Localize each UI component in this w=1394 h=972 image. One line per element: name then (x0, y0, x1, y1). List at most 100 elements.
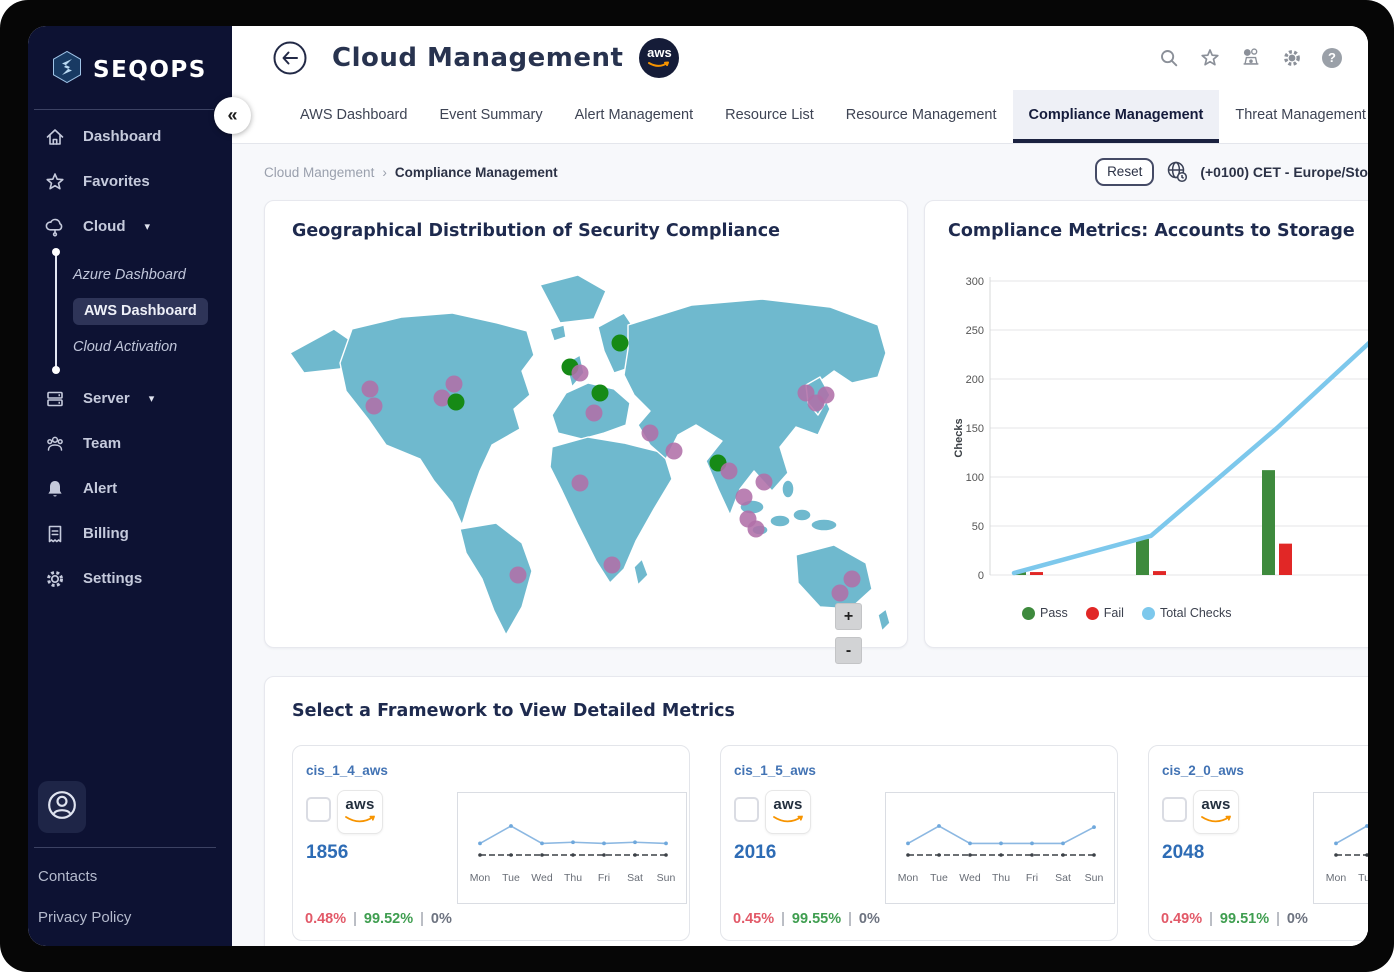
main-area: Cloud Management aws ? AWS Dashboard Eve… (232, 26, 1368, 946)
server-icon (44, 388, 66, 410)
map-dot-plum[interactable] (747, 520, 765, 538)
tab-resource-list[interactable]: Resource List (725, 106, 814, 123)
app-window: SEQOPS Dashboard Favorites Cloud ▾ Azure… (28, 26, 1368, 946)
framework-check-count: 1856 (306, 842, 349, 863)
aws-logo: aws (337, 790, 383, 834)
page-title: Cloud Management (332, 43, 624, 73)
chevron-down-icon: ▾ (148, 393, 155, 405)
framework-card-cis-2-0[interactable]: cis_2_0_aws aws 2048 Mon Tue 0.49%|99.51%… (1148, 745, 1368, 941)
tab-compliance-management[interactable]: Compliance Management (1012, 90, 1220, 143)
map-dot-plum[interactable] (735, 488, 753, 506)
reset-button[interactable]: Reset (1095, 158, 1155, 186)
map-dot-plum[interactable] (831, 584, 849, 602)
sidebar-item-alert[interactable]: Alert (28, 466, 232, 511)
breadcrumb-parent[interactable]: Cloud Mangement (264, 164, 375, 180)
legend-item-pass[interactable]: Pass (1022, 606, 1068, 620)
map-dot-plum[interactable] (843, 570, 861, 588)
pass-bar (1262, 470, 1275, 575)
legend-item-fail[interactable]: Fail (1085, 606, 1124, 620)
map-dot-green[interactable] (611, 334, 629, 352)
favorite-star-icon[interactable] (1199, 47, 1221, 69)
zoom-in-button[interactable]: + (835, 603, 862, 630)
framework-card-cis-1-4[interactable]: cis_1_4_aws aws 1856 Mon Tue Wed Thu Fri Sat S… (292, 745, 690, 941)
frameworks-panel: Select a Framework to View Detailed Metr… (264, 676, 1368, 946)
tab-resource-management[interactable]: Resource Management (845, 106, 997, 123)
sparkline-day-label: Tue (930, 872, 948, 884)
sidebar-item-azure-dashboard[interactable]: Azure Dashboard (73, 267, 186, 283)
map-dot-plum[interactable] (755, 473, 773, 491)
sidebar-item-favorites[interactable]: Favorites (28, 159, 232, 204)
map-dot-plum[interactable] (665, 442, 683, 460)
sidebar-item-cloud[interactable]: Cloud ▾ (28, 204, 232, 249)
framework-name-link[interactable]: cis_1_5_aws (734, 763, 816, 778)
sidebar-divider (34, 109, 214, 110)
geo-distribution-card: Geographical Distribution of Security Co… (264, 200, 908, 664)
map-dot-plum[interactable] (585, 404, 603, 422)
map-dot-green[interactable] (447, 393, 465, 411)
timezone-label[interactable]: (+0100) CET - Europe/Sto (1200, 164, 1368, 180)
cloud-subtree: Azure Dashboard AWS Dashboard Cloud Acti… (52, 248, 232, 374)
brand: SEQOPS (28, 26, 232, 109)
sidebar-item-team[interactable]: Team (28, 421, 232, 466)
map-zoom-controls: + - (835, 603, 862, 664)
sparkline-day-label: Thu (992, 872, 1010, 884)
other-percent: 0% (1286, 911, 1308, 927)
framework-name-link[interactable]: cis_1_4_aws (306, 763, 388, 778)
legend-item-total-checks[interactable]: Total Checks (1141, 606, 1232, 620)
framework-card-cis-1-5[interactable]: cis_1_5_aws aws 2016 Mon Tue Wed Thu Fri Sat S… (720, 745, 1118, 941)
framework-check-count: 2048 (1162, 842, 1205, 863)
seqops-logo-icon (50, 50, 84, 89)
sidebar-collapse-button[interactable]: « (214, 97, 251, 134)
sidebar-item-settings[interactable]: Settings (28, 556, 232, 601)
contacts-link[interactable]: Contacts (38, 868, 98, 885)
map-dot-plum[interactable] (445, 375, 463, 393)
avatar[interactable] (38, 781, 86, 833)
sparkline-day-label: Sun (1085, 872, 1104, 884)
map-dot-plum[interactable] (365, 397, 383, 415)
framework-name-link[interactable]: cis_2_0_aws (1162, 763, 1244, 778)
framework-sparkline: Mon Tue Wed Thu Fri Sat Sun (457, 792, 687, 904)
framework-checkbox[interactable] (306, 797, 331, 822)
map-card-title: Geographical Distribution of Security Co… (292, 221, 781, 241)
map-dot-plum[interactable] (571, 474, 589, 492)
framework-stats: 0.45% | 99.55% | 0% (733, 911, 880, 927)
zoom-out-button[interactable]: - (835, 637, 862, 664)
privacy-policy-link[interactable]: Privacy Policy (38, 909, 132, 926)
map-dot-green[interactable] (591, 384, 609, 402)
sidebar-item-billing[interactable]: Billing (28, 511, 232, 556)
back-button[interactable] (272, 40, 308, 76)
sidebar-item-cloud-activation[interactable]: Cloud Activation (73, 339, 178, 355)
framework-check-count: 2016 (734, 842, 777, 863)
sidebar-item-aws-dashboard[interactable]: AWS Dashboard (65, 293, 232, 329)
map-dot-plum[interactable] (817, 386, 835, 404)
brand-name: SEQOPS (93, 56, 207, 83)
map-dot-plum[interactable] (361, 380, 379, 398)
help-icon[interactable]: ? (1322, 48, 1342, 68)
framework-sparkline-svg: Mon Tue Wed Thu Fri Sat Sun (898, 824, 1104, 884)
tab-alert-management[interactable]: Alert Management (574, 106, 694, 123)
map-dot-plum[interactable] (509, 566, 527, 584)
sparkline-day-label: Tue (1358, 872, 1368, 884)
pass-percent: 99.51% (1219, 911, 1270, 927)
map-dot-plum[interactable] (603, 556, 621, 574)
map-dot-plum[interactable] (641, 424, 659, 442)
framework-checkbox[interactable] (1162, 797, 1187, 822)
legend-label: Pass (1040, 606, 1068, 620)
tab-threat-management[interactable]: Threat Management (1235, 106, 1366, 123)
pass-percent: 99.55% (791, 911, 842, 927)
map-dot-plum[interactable] (433, 389, 451, 407)
fail-percent: 0.48% (305, 911, 347, 927)
settings-gear-icon[interactable] (1281, 47, 1303, 69)
sidebar-item-dashboard[interactable]: Dashboard (28, 114, 232, 159)
map-dot-plum[interactable] (720, 462, 738, 480)
map-dot-plum[interactable] (571, 364, 589, 382)
sidebar-footer-divider (34, 847, 216, 848)
collaboration-icon[interactable] (1240, 47, 1262, 69)
search-icon[interactable] (1158, 47, 1180, 69)
tab-aws-dashboard[interactable]: AWS Dashboard (300, 106, 408, 123)
home-icon (44, 126, 66, 148)
framework-checkbox[interactable] (734, 797, 759, 822)
sidebar-item-server[interactable]: Server ▾ (28, 376, 232, 421)
fail-bar (1153, 571, 1166, 575)
tab-event-summary[interactable]: Event Summary (439, 106, 543, 123)
